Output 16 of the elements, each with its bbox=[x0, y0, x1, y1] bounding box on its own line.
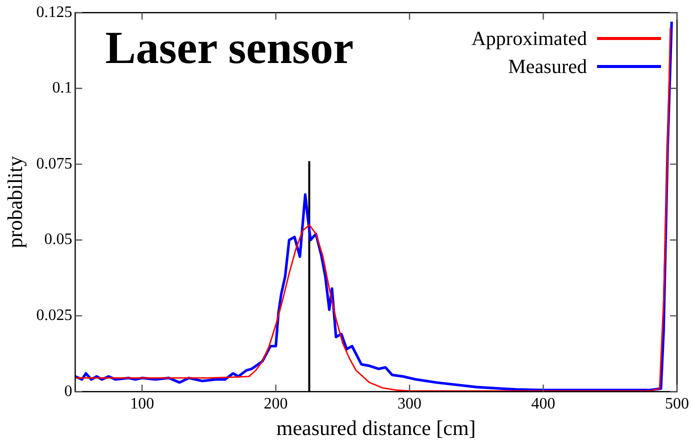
x-tick-label: 200 bbox=[264, 395, 288, 412]
y-tick-label: 0.075 bbox=[36, 155, 72, 172]
y-tick-label: 0.125 bbox=[36, 4, 72, 21]
x-axis-title: measured distance [cm] bbox=[276, 416, 476, 440]
y-tick-label: 0 bbox=[64, 382, 72, 400]
legend-label: Measured bbox=[507, 54, 587, 80]
chart-title: Laser sensor bbox=[105, 20, 354, 74]
legend-label: Approximated bbox=[470, 26, 587, 52]
x-tick-label: 100 bbox=[130, 395, 154, 412]
y-tick-label: 0.1 bbox=[52, 80, 72, 97]
x-tick-label: 400 bbox=[531, 395, 556, 412]
x-tick-label: 500 bbox=[665, 395, 689, 412]
y-tick-label: 0.025 bbox=[36, 307, 72, 324]
y-tick-label: 0.05 bbox=[44, 231, 72, 248]
y-axis-title: probability bbox=[3, 156, 28, 248]
x-tick-label: 300 bbox=[398, 395, 422, 412]
